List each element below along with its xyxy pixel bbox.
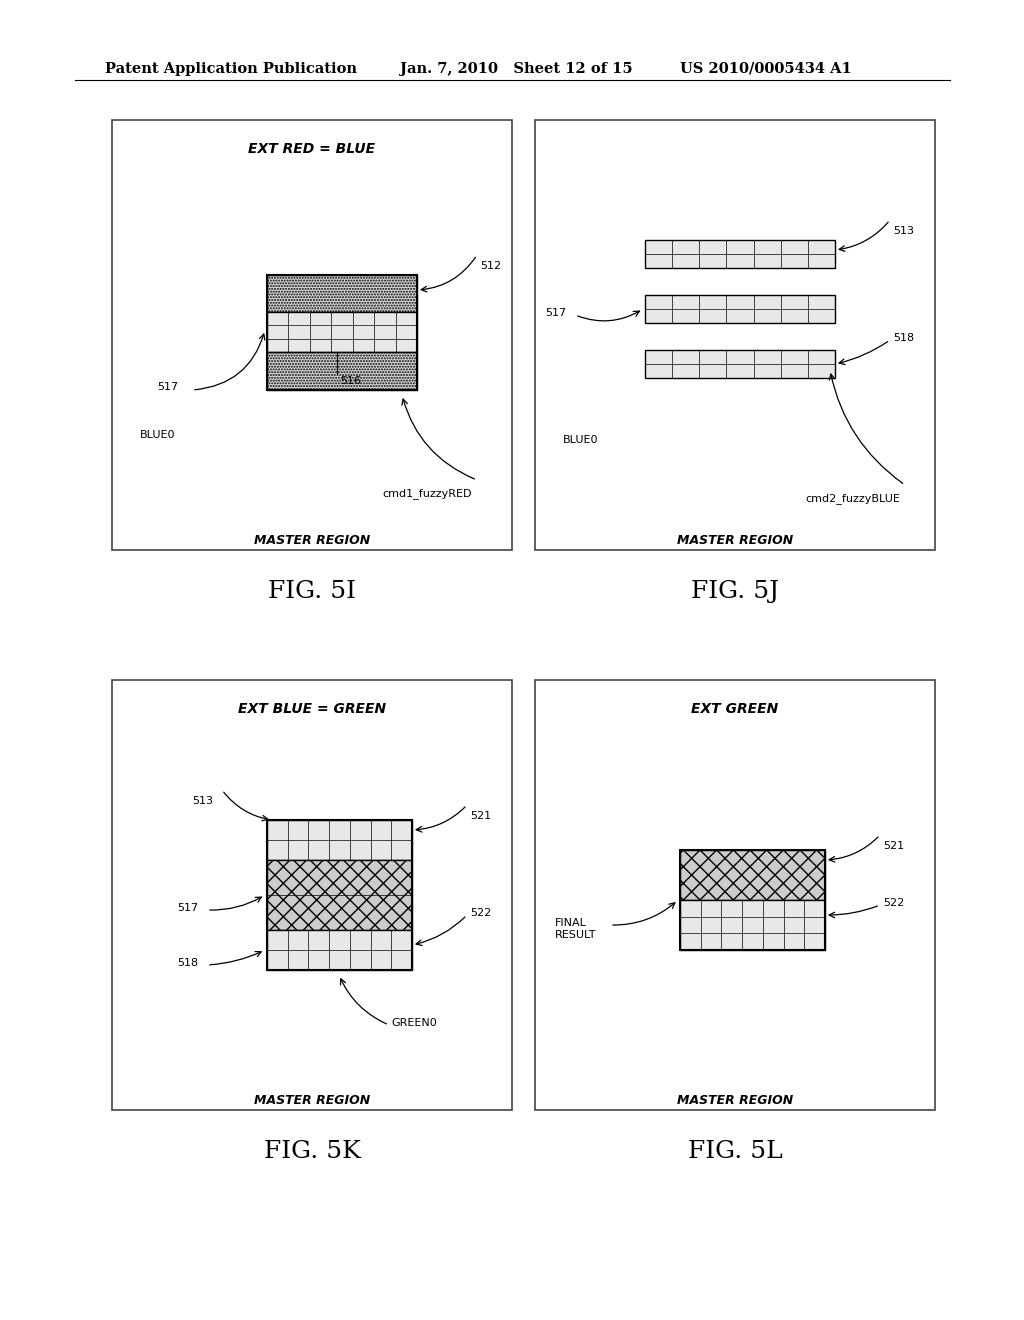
Text: EXT RED = BLUE: EXT RED = BLUE <box>249 143 376 156</box>
Text: 516: 516 <box>340 376 361 385</box>
Bar <box>112 120 512 550</box>
Bar <box>680 850 825 900</box>
Text: Patent Application Publication: Patent Application Publication <box>105 62 357 77</box>
Text: 518: 518 <box>177 958 198 968</box>
Bar <box>267 275 417 312</box>
Bar <box>680 850 825 950</box>
Text: 517: 517 <box>545 308 566 318</box>
Text: MASTER REGION: MASTER REGION <box>254 1094 370 1107</box>
Text: FINAL
RESULT: FINAL RESULT <box>555 917 597 940</box>
Bar <box>645 350 835 378</box>
Text: MASTER REGION: MASTER REGION <box>677 535 794 546</box>
Text: FIG. 5J: FIG. 5J <box>691 579 779 603</box>
Bar <box>645 294 835 323</box>
Text: BLUE0: BLUE0 <box>563 436 598 445</box>
Bar <box>267 861 412 931</box>
Text: 518: 518 <box>893 333 914 343</box>
Text: EXT GREEN: EXT GREEN <box>691 702 778 715</box>
Text: FIG. 5I: FIG. 5I <box>268 579 356 603</box>
Text: Jan. 7, 2010   Sheet 12 of 15: Jan. 7, 2010 Sheet 12 of 15 <box>400 62 633 77</box>
Text: FIG. 5K: FIG. 5K <box>263 1140 360 1163</box>
Text: 522: 522 <box>470 908 492 917</box>
Text: 517: 517 <box>177 903 198 913</box>
Bar <box>267 275 417 389</box>
Bar <box>267 352 417 389</box>
Bar <box>645 240 835 268</box>
Bar <box>267 820 412 970</box>
Text: 513: 513 <box>193 796 213 807</box>
Text: 517: 517 <box>157 381 178 392</box>
Text: MASTER REGION: MASTER REGION <box>254 535 370 546</box>
Text: 522: 522 <box>883 898 904 908</box>
Text: cmd2_fuzzyBLUE: cmd2_fuzzyBLUE <box>805 492 900 504</box>
Text: US 2010/0005434 A1: US 2010/0005434 A1 <box>680 62 852 77</box>
Text: 521: 521 <box>470 810 492 821</box>
Text: 512: 512 <box>480 261 501 271</box>
Text: EXT BLUE = GREEN: EXT BLUE = GREEN <box>238 702 386 715</box>
Bar <box>267 312 417 352</box>
Text: GREEN0: GREEN0 <box>391 1018 437 1028</box>
Text: cmd1_fuzzyRED: cmd1_fuzzyRED <box>383 488 472 499</box>
Text: BLUE0: BLUE0 <box>140 430 175 440</box>
Text: 521: 521 <box>883 841 904 851</box>
Text: MASTER REGION: MASTER REGION <box>677 1094 794 1107</box>
Bar <box>267 820 412 861</box>
Bar <box>535 120 935 550</box>
Bar <box>535 680 935 1110</box>
Bar <box>112 680 512 1110</box>
Bar <box>680 900 825 950</box>
Text: 513: 513 <box>893 226 914 236</box>
Bar <box>267 931 412 970</box>
Text: FIG. 5L: FIG. 5L <box>688 1140 782 1163</box>
